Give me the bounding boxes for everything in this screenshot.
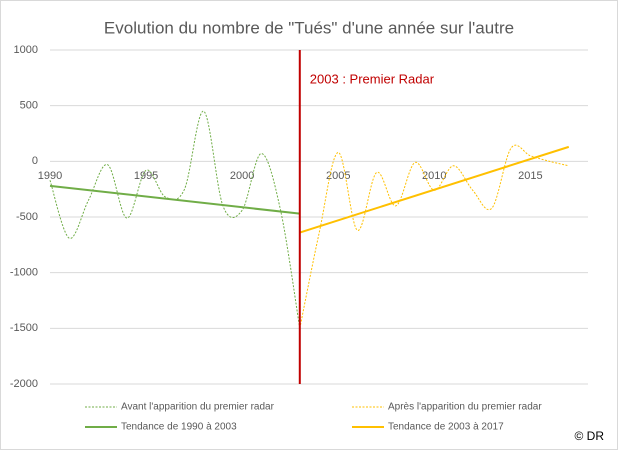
legend-label: Après l'apparition du premier radar bbox=[388, 402, 542, 413]
x-tick-label: 2000 bbox=[230, 170, 254, 182]
y-tick-label: -1000 bbox=[10, 267, 38, 279]
series-line bbox=[49, 184, 300, 215]
annotation: 2003 : Premier Radar bbox=[310, 71, 435, 86]
y-tick-label: 1000 bbox=[14, 44, 38, 56]
y-tick-label: 500 bbox=[20, 100, 38, 112]
series-line bbox=[299, 145, 570, 234]
legend-label: Tendance de 1990 à 2003 bbox=[121, 422, 237, 433]
legend-label: Tendance de 2003 à 2017 bbox=[388, 422, 504, 433]
chart-title: Evolution du nombre de "Tués" d'une anné… bbox=[104, 18, 514, 37]
y-tick-label: 0 bbox=[32, 155, 38, 167]
y-tick-label: -500 bbox=[16, 211, 38, 223]
y-tick-label: -2000 bbox=[10, 378, 38, 390]
y-tick-label: -1500 bbox=[10, 322, 38, 334]
x-tick-label: 1995 bbox=[134, 170, 158, 182]
x-tick-label: 2005 bbox=[326, 170, 350, 182]
legend-label: Avant l'apparition du premier radar bbox=[121, 402, 275, 413]
x-tick-label: 1990 bbox=[38, 170, 62, 182]
x-tick-label: 2010 bbox=[422, 170, 446, 182]
series-line bbox=[49, 110, 301, 329]
x-tick-label: 2015 bbox=[518, 170, 542, 182]
series-line bbox=[299, 144, 569, 329]
credit: © DR bbox=[574, 429, 604, 443]
